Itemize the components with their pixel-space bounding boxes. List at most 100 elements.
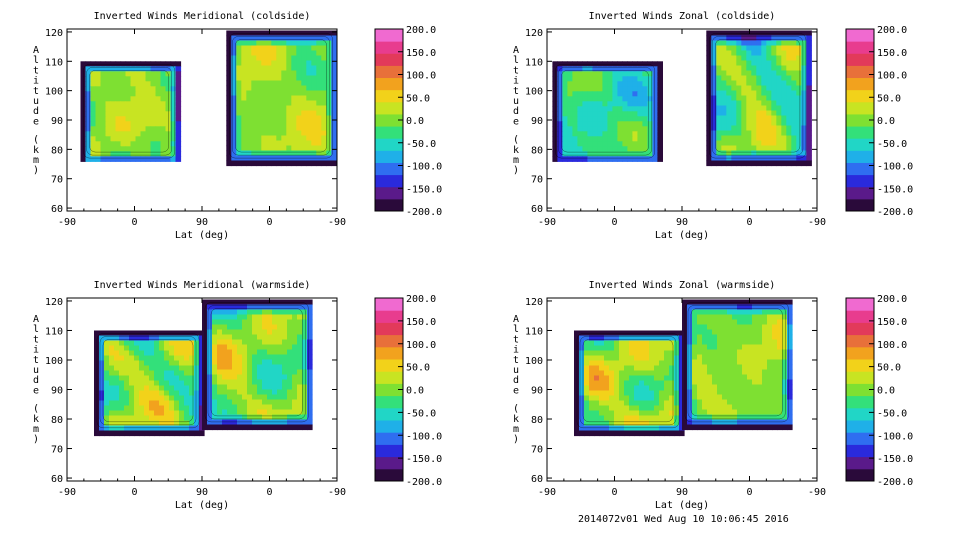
contour-cell [222, 304, 228, 311]
contour-cell [155, 106, 162, 112]
contour-cell [125, 66, 132, 72]
contour-cell [241, 95, 247, 102]
contour-cell [174, 380, 180, 387]
contour-cell [806, 105, 812, 112]
contour-cell [707, 394, 713, 401]
contour-cell [287, 419, 293, 426]
contour-cell [291, 35, 297, 42]
contour-cell [236, 95, 242, 102]
contour-cell [726, 90, 732, 97]
contour-cell [607, 156, 613, 162]
contour-cell [741, 45, 747, 52]
contour-cell [189, 375, 195, 382]
contour-cell [174, 405, 180, 412]
contour-cell [266, 150, 272, 157]
contour-cell [732, 414, 738, 421]
contour-cell [801, 110, 807, 117]
contour-cell [607, 111, 613, 117]
contour-cell [767, 334, 773, 341]
contour-cell [687, 419, 693, 426]
contour-cell [139, 350, 145, 357]
contour-cell [781, 70, 787, 77]
contour-cell [105, 116, 112, 122]
contour-cell [237, 324, 243, 331]
contour-cell [711, 60, 717, 67]
contour-cell [589, 375, 595, 382]
contour-cell [261, 80, 267, 87]
contour-cell [654, 405, 660, 412]
contour-cell [766, 110, 772, 117]
contour-cell [212, 394, 218, 401]
contour-cell [669, 350, 675, 357]
contour-cell [697, 334, 703, 341]
contour-cell [266, 40, 272, 47]
contour-cell [772, 349, 778, 356]
contour-cell [612, 111, 618, 117]
contour-cell [766, 60, 772, 67]
contour-cell [731, 140, 737, 147]
contour-cell [316, 40, 322, 47]
contour-cell [771, 140, 777, 147]
contour-cell [776, 135, 782, 142]
contour-cell [326, 45, 332, 52]
contour-cell [104, 380, 110, 387]
contour-cell [796, 150, 802, 157]
colorbar-tick-label: 200.0 [877, 294, 907, 305]
contour-cell [277, 334, 283, 341]
contour-cell [747, 304, 753, 311]
contour-cell [637, 66, 643, 72]
contour-cell [727, 394, 733, 401]
contour-cell [199, 335, 205, 342]
contour-cell [232, 409, 238, 416]
contour-cell [331, 145, 337, 152]
contour-cell [262, 404, 268, 411]
contour-cell [139, 365, 145, 372]
contour-cell [602, 66, 608, 72]
contour-cell [292, 329, 298, 336]
contour-cell [647, 136, 653, 142]
contour-cell [267, 364, 273, 371]
contour-cell [762, 404, 768, 411]
contour-cell [287, 349, 293, 356]
contour-cell [599, 385, 605, 392]
contour-cell [311, 160, 317, 167]
contour-cell [139, 380, 145, 387]
contour-cell [297, 314, 303, 321]
contour-cell [272, 354, 278, 361]
contour-cell [281, 100, 287, 107]
colorbar-swatch [375, 65, 403, 79]
contour-cell [236, 125, 242, 132]
colorbar-tick-label: 100.0 [406, 340, 436, 351]
contour-cell [736, 95, 742, 102]
contour-cell [746, 45, 752, 52]
contour-cell [155, 131, 162, 137]
contour-line [83, 64, 175, 159]
contour-cell [801, 30, 807, 37]
contour-cell [599, 380, 605, 387]
contour-cell [175, 156, 182, 162]
contour-cell [589, 430, 595, 437]
contour-cell [614, 345, 620, 352]
contour-cell [174, 345, 180, 352]
contour-cell [236, 160, 242, 167]
contour-cell [277, 329, 283, 336]
contour-cell [297, 339, 303, 346]
contour-cell [772, 324, 778, 331]
contour-cell [726, 125, 732, 132]
contour-cell [741, 105, 747, 112]
contour-cell [647, 141, 653, 147]
contour-cell [577, 81, 583, 87]
contour-cell [716, 100, 722, 107]
contour-cell [94, 330, 100, 337]
contour-cell [757, 364, 763, 371]
contour-cell [654, 400, 660, 407]
contour-cell [767, 344, 773, 351]
contour-cell [609, 370, 615, 377]
contour-cell [246, 40, 252, 47]
contour-cell [90, 116, 97, 122]
contour-cell [199, 390, 205, 397]
contour-cell [624, 390, 630, 397]
contour-cell [577, 76, 583, 82]
contour-cell [771, 45, 777, 52]
